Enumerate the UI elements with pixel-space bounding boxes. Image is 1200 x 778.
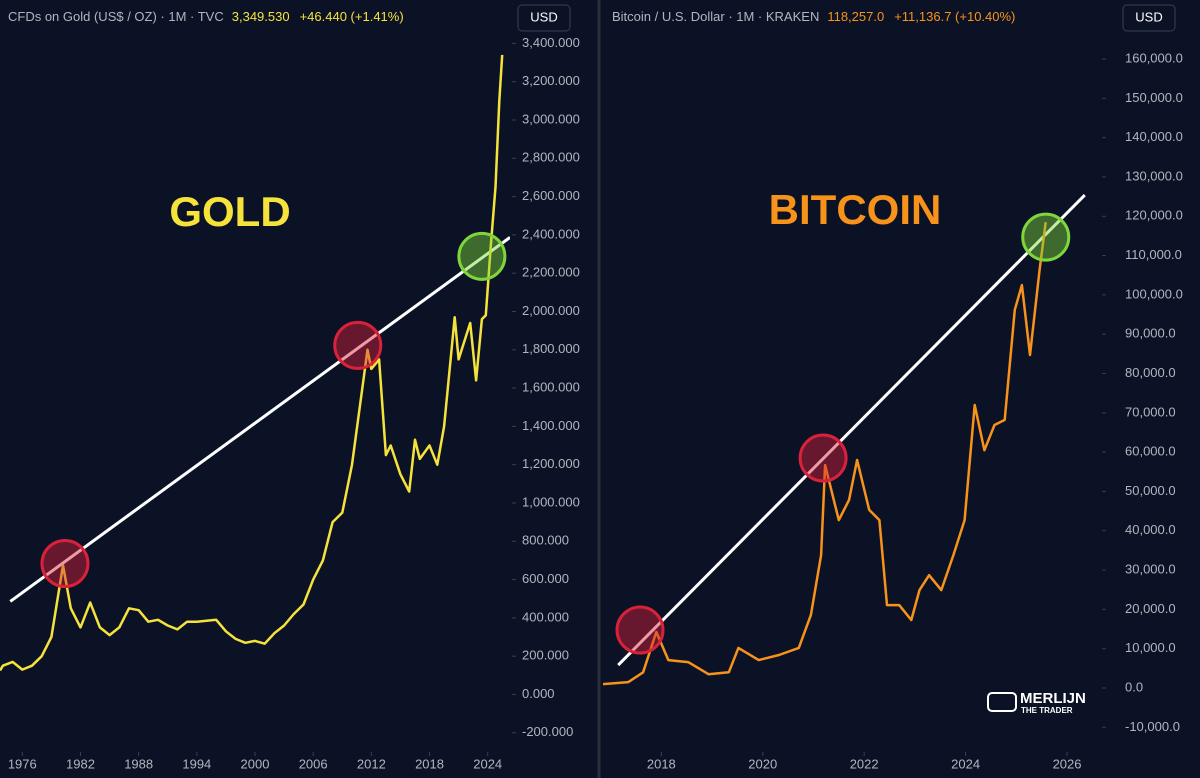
y-tick-label: 0.000 <box>522 686 555 701</box>
y-tick-label: 10,000.0 <box>1125 640 1176 655</box>
y-tick-label: 50,000.0 <box>1125 483 1176 498</box>
y-tick-label: -200.000 <box>522 724 573 739</box>
header-change: +11,136.7 (+10.40%) <box>894 9 1015 24</box>
x-tick-label: 1976 <box>8 756 37 771</box>
header-title: Bitcoin / U.S. Dollar · 1M · KRAKEN <box>612 9 819 24</box>
watermark-logo <box>987 692 1017 712</box>
x-tick-label: 2000 <box>241 756 270 771</box>
highlight-circle <box>798 433 848 483</box>
y-tick-label: 3,000.000 <box>522 111 580 126</box>
y-tick-label: 130,000.0 <box>1125 168 1183 183</box>
y-tick-label: 110,000.0 <box>1125 247 1182 262</box>
highlight-circle <box>333 320 383 370</box>
asset-label: GOLD <box>169 188 290 235</box>
plot-area <box>0 54 510 672</box>
price-line <box>603 222 1047 686</box>
watermark-name: MERLIJN <box>1020 690 1086 707</box>
header-price: 3,349.530 <box>232 9 290 24</box>
trendline <box>9 236 510 603</box>
y-tick-label: 1,600.000 <box>522 380 580 395</box>
x-tick-label: 2018 <box>647 756 676 771</box>
y-tick-label: 80,000.0 <box>1125 365 1176 380</box>
y-tick-label: 2,000.000 <box>522 303 580 318</box>
y-tick-label: 90,000.0 <box>1125 326 1176 341</box>
y-tick-label: 2,400.000 <box>522 226 580 241</box>
y-tick-label: -10,000.0 <box>1125 719 1180 734</box>
y-tick-label: 3,200.000 <box>522 73 580 88</box>
x-tick-label: 2012 <box>357 756 386 771</box>
x-tick-label: 1988 <box>124 756 153 771</box>
highlight-circle <box>1021 212 1071 262</box>
x-tick-label: 2024 <box>473 756 502 771</box>
chart-header: Bitcoin / U.S. Dollar · 1M · KRAKEN 118,2… <box>612 9 1015 24</box>
y-tick-label: 100,000.0 <box>1125 286 1183 301</box>
x-tick-label: 1982 <box>66 756 95 771</box>
y-tick-label: 1,800.000 <box>522 341 580 356</box>
header-change: +46.440 (+1.41%) <box>300 9 404 24</box>
x-tick-label: 2022 <box>850 756 879 771</box>
x-tick-label: 2006 <box>299 756 328 771</box>
currency-button[interactable] <box>517 4 571 32</box>
y-tick-label: 600.000 <box>522 571 569 586</box>
y-tick-label: 60,000.0 <box>1125 444 1176 459</box>
currency-label: USD <box>1135 9 1162 24</box>
y-tick-label: 2,600.000 <box>522 188 580 203</box>
asset-label: BITCOIN <box>769 186 942 233</box>
x-tick-label: 2018 <box>415 756 444 771</box>
y-tick-label: 160,000.0 <box>1125 50 1183 65</box>
highlight-circle <box>615 605 665 655</box>
y-tick-label: 120,000.0 <box>1125 208 1183 223</box>
chart-header: CFDs on Gold (US$ / OZ) · 1M · TVC 3,349.… <box>8 9 404 24</box>
x-tick-label: 1994 <box>182 756 211 771</box>
header-price: 118,257.0 <box>827 9 884 24</box>
currency-button[interactable] <box>1122 4 1176 32</box>
plot-area <box>603 193 1086 686</box>
y-tick-label: 0.0 <box>1125 679 1143 694</box>
y-tick-label: 140,000.0 <box>1125 129 1183 144</box>
x-tick-label: 2024 <box>951 756 980 771</box>
y-tick-label: 70,000.0 <box>1125 404 1176 419</box>
y-tick-label: 2,200.000 <box>522 265 580 280</box>
currency-label: USD <box>530 9 557 24</box>
x-tick-label: 2026 <box>1053 756 1082 771</box>
y-tick-label: 400.000 <box>522 609 569 624</box>
y-tick-label: 1,400.000 <box>522 418 580 433</box>
y-tick-label: 200.000 <box>522 648 569 663</box>
y-tick-label: 3,400.000 <box>522 35 580 50</box>
watermark-tagline: THE TRADER <box>1021 706 1073 715</box>
highlight-circle <box>457 231 507 281</box>
y-tick-label: 1,200.000 <box>522 456 580 471</box>
y-tick-label: 800.000 <box>522 533 569 548</box>
y-tick-label: 150,000.0 <box>1125 90 1183 105</box>
y-tick-label: 20,000.0 <box>1125 601 1176 616</box>
highlight-circle <box>40 538 90 588</box>
y-tick-label: 40,000.0 <box>1125 522 1176 537</box>
y-tick-label: 2,800.000 <box>522 150 580 165</box>
x-tick-label: 2020 <box>748 756 777 771</box>
price-line <box>0 54 504 672</box>
y-tick-label: 1,000.000 <box>522 494 580 509</box>
trendline <box>617 193 1086 667</box>
header-title: CFDs on Gold (US$ / OZ) · 1M · TVC <box>8 9 224 24</box>
y-tick-label: 30,000.0 <box>1125 562 1176 577</box>
